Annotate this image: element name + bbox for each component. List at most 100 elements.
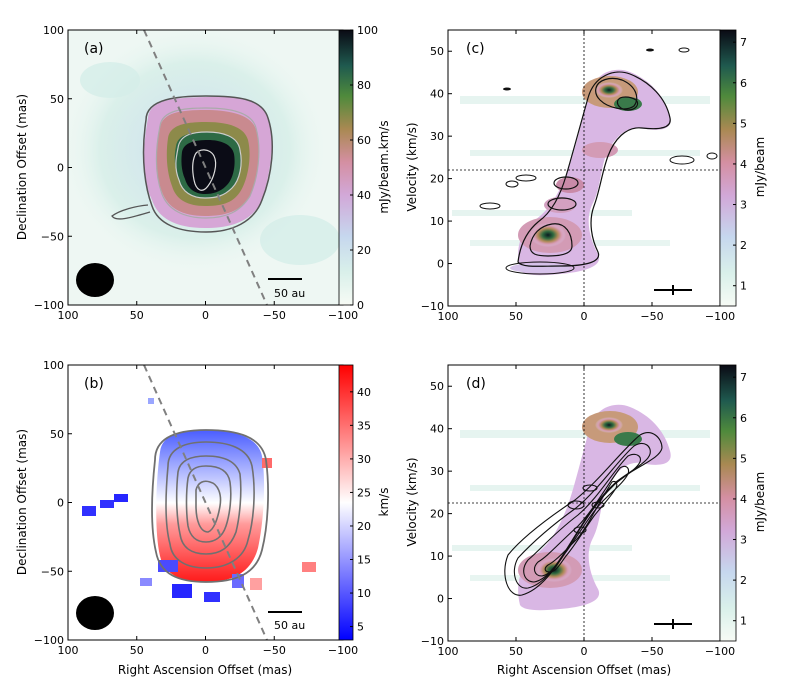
- panel-c-contour-7: [505, 261, 575, 275]
- panel-b-x-tick-label-3: −50: [263, 644, 286, 657]
- panel-c-y-tick-label-3: 20: [430, 173, 444, 186]
- panel-d-x-tick-label-0: 100: [438, 645, 459, 658]
- panel-c-contour-13: [678, 47, 690, 53]
- panel-b-colorbar-label: km/s: [377, 488, 391, 517]
- panel-a-contour-west-spur: [111, 204, 151, 220]
- panel-b-velocity-field: (b) 50 au 100 50 0 −50 −100 −100 −50 0 50 100 De…: [15, 359, 391, 677]
- panel-d-colorbar-tick-label-2: 3: [740, 534, 747, 547]
- panel-b-y-tick-label-1: −50: [41, 565, 64, 578]
- panel-d-y-ticks: −10 0 10 20 30 40 50: [421, 380, 452, 648]
- panel-d-y-tick-label-6: 50: [430, 380, 444, 393]
- panel-d-x-tick-label-1: 50: [509, 645, 523, 658]
- panel-b-colorbar: 5 10 15 20 25 30 35 40 km/s: [338, 364, 391, 641]
- panel-d-colorbar-tick-label-5: 6: [740, 412, 747, 425]
- panel-a-beam: [76, 263, 114, 297]
- panel-a-colorbar-tick-label-3: 60: [357, 134, 371, 147]
- panel-b-scalebar-label: 50 au: [274, 619, 305, 632]
- panel-b-x-ticks: 100 50 0 −50 −100: [58, 365, 358, 657]
- panel-b-label: (b): [84, 376, 104, 392]
- panel-a-y-tick-label-1: −50: [41, 230, 64, 243]
- panel-b-contour-4: [185, 465, 232, 543]
- panel-b-colorbar-tick-label-1: 10: [357, 587, 371, 600]
- panel-d-xlabel: Right Ascension Offset (mas): [497, 663, 671, 677]
- panel-d-y-tick-label-4: 30: [430, 465, 444, 478]
- panel-d-model-contours: [504, 432, 663, 596]
- panel-b-contour-inner: [195, 480, 222, 533]
- panel-a-x-tick-label-3: −50: [263, 309, 286, 322]
- panel-b-colorbar-tick-label-7: 40: [357, 386, 371, 399]
- panel-a-x-tick-label-4: −100: [328, 309, 358, 322]
- panel-a-colorbar-tick-label-5: 100: [357, 24, 378, 37]
- panel-c-image: [448, 30, 720, 306]
- panel-c-colorbar-tick-label-3: 4: [740, 158, 747, 171]
- panel-b-x-tick-label-2: 0: [202, 644, 209, 657]
- panel-c-y-tick-label-6: 50: [430, 45, 444, 58]
- panel-d-colorbar: 1 2 3 4 5 6 7 mJy/beam: [719, 364, 767, 642]
- panel-d-y-tick-label-1: 0: [437, 593, 444, 606]
- panel-d-label: (d): [466, 376, 486, 392]
- panel-b-xlabel: Right Ascension Offset (mas): [118, 663, 292, 677]
- panel-c-colorbar-ticks: 1 2 3 4 5 6 7: [733, 36, 747, 293]
- panel-c-contour-8: [669, 155, 695, 165]
- panel-b-y-tick-label-2: 0: [57, 497, 64, 510]
- panel-b-y-tick-label-0: −100: [34, 634, 64, 647]
- panel-a-label: (a): [84, 41, 104, 57]
- panel-c-contour-10: [505, 180, 519, 188]
- panel-c-colorbar-label: mJy/beam: [753, 137, 767, 197]
- panel-b-colorbar-tick-label-4: 25: [357, 486, 371, 499]
- panel-b-x-tick-label-1: 50: [130, 644, 144, 657]
- panel-a-colorbar-tick-label-2: 40: [357, 189, 371, 202]
- panel-b-colorbar-tick-label-2: 15: [357, 554, 371, 567]
- panel-a-x-tick-label-0: 100: [58, 309, 79, 322]
- panel-a-y-ticks: −100 −50 0 50 100: [34, 24, 72, 312]
- panel-a-contour-inner: [192, 149, 217, 191]
- panel-b-major-axis-line: [143, 365, 268, 640]
- panel-b-image: [68, 365, 343, 640]
- panel-b-colorbar-tick-label-6: 35: [357, 419, 371, 432]
- panel-a-contour-2: [155, 107, 260, 219]
- panel-a-colorbar-tick-label-4: 80: [357, 79, 371, 92]
- panel-d-y-tick-label-0: −10: [421, 635, 444, 648]
- panel-b-colorbar-tick-label-0: 5: [357, 621, 364, 634]
- panel-d-x-ticks: 100 50 0 −50 −100: [438, 365, 735, 658]
- panel-c-x-tick-label-1: 50: [509, 310, 523, 323]
- panel-d-colorbar-tick-label-1: 2: [740, 574, 747, 587]
- panel-c-colorbar-tick-label-1: 2: [740, 239, 747, 252]
- panel-c-x-ticks: 100 50 0 −50 −100: [438, 30, 735, 323]
- panel-b-colorbar-tick-label-5: 30: [357, 453, 371, 466]
- panel-c-y-tick-label-1: 0: [437, 258, 444, 271]
- panel-b-x-tick-label-4: −100: [328, 644, 358, 657]
- panel-c-x-tick-label-4: −100: [705, 310, 735, 323]
- panel-c-contour-4: [616, 96, 639, 111]
- panel-d-ylabel: Velocity (km/s): [405, 457, 419, 546]
- panel-a-x-ticks: 100 50 0 −50 −100: [58, 30, 358, 322]
- panel-c-y-tick-label-0: −10: [421, 300, 444, 313]
- panel-b-y-tick-label-3: 50: [50, 428, 64, 441]
- panel-a-x-tick-label-1: 50: [130, 309, 144, 322]
- panel-c-contour-3: [595, 77, 638, 110]
- panel-c-contour-5: [553, 176, 579, 190]
- panel-c-colorbar-tick-label-6: 7: [740, 36, 747, 49]
- panel-c-x-tick-label-0: 100: [438, 310, 459, 323]
- panel-c-contour-2: [529, 223, 573, 257]
- panel-d-colorbar-tick-label-6: 7: [740, 371, 747, 384]
- panel-d-y-tick-label-5: 40: [430, 423, 444, 436]
- panel-c-colorbar-tick-label-5: 6: [740, 77, 747, 90]
- panel-a-major-axis-line: [143, 30, 268, 305]
- panel-b-x-tick-label-0: 100: [58, 644, 79, 657]
- panel-a-integrated-intensity: (a) 50 au 100 50 0 −50 −100 −100 −50 0 50 100 De…: [15, 24, 391, 322]
- panel-c-colorbar: 1 2 3 4 5 6 7 mJy/beam: [719, 29, 767, 307]
- panel-c-colorbar-tick-label-0: 1: [740, 280, 747, 293]
- panel-c-colorbar-tick-label-4: 5: [740, 117, 747, 130]
- panel-a-colorbar-tick-label-0: 0: [357, 299, 364, 312]
- panel-b-colorbar-tick-label-3: 20: [357, 520, 371, 533]
- panel-d-image: [448, 365, 720, 641]
- panel-c-x-tick-label-3: −50: [640, 310, 663, 323]
- panel-d-x-tick-label-3: −50: [640, 645, 663, 658]
- panel-c-label: (c): [466, 41, 485, 57]
- panel-c-contour-12: [706, 152, 718, 160]
- panel-b-beam: [76, 596, 114, 630]
- panel-a-colorbar-ticks: 0 20 40 60 80 100: [350, 24, 378, 312]
- panel-b-ylabel: Declination Offset (mas): [15, 429, 29, 575]
